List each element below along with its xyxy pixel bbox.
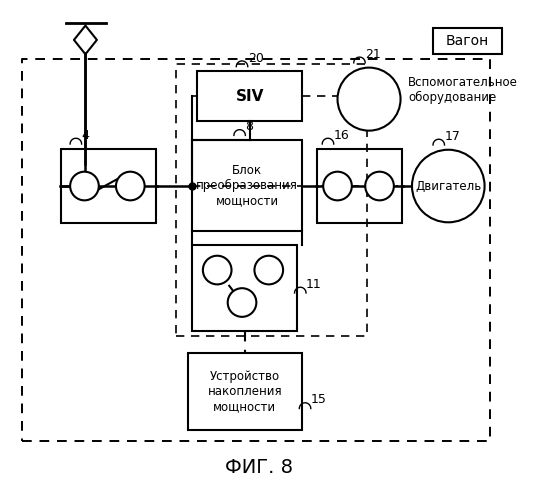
Text: 20: 20 — [248, 52, 264, 64]
Text: 11: 11 — [306, 278, 322, 291]
Text: 15: 15 — [311, 394, 327, 406]
Bar — [188, 353, 302, 430]
Text: ФИГ. 8: ФИГ. 8 — [225, 458, 293, 477]
Text: 8: 8 — [245, 120, 253, 134]
Circle shape — [254, 256, 283, 284]
Circle shape — [227, 288, 257, 317]
Circle shape — [365, 172, 394, 200]
Text: 21: 21 — [365, 48, 381, 60]
Circle shape — [337, 68, 400, 130]
Circle shape — [116, 172, 144, 200]
Text: Вспомогательное
оборудование: Вспомогательное оборудование — [408, 76, 518, 104]
Circle shape — [323, 172, 352, 200]
Text: Блок
преобразования
мощности: Блок преобразования мощности — [196, 164, 298, 207]
Text: Устройство
накопления
мощности: Устройство накопления мощности — [208, 370, 282, 413]
Text: SIV: SIV — [236, 89, 264, 104]
Circle shape — [412, 150, 485, 222]
Text: 16: 16 — [334, 129, 349, 142]
Text: 17: 17 — [445, 130, 460, 143]
Text: Вагон: Вагон — [446, 34, 489, 48]
Bar — [60, 149, 156, 224]
Text: Двигатель: Двигатель — [415, 180, 481, 192]
Circle shape — [70, 172, 99, 200]
Bar — [192, 140, 302, 231]
Text: 4: 4 — [81, 129, 89, 142]
Bar — [433, 28, 502, 54]
Bar — [316, 149, 403, 224]
Bar — [197, 72, 302, 121]
Circle shape — [203, 256, 232, 284]
Bar — [192, 245, 298, 331]
